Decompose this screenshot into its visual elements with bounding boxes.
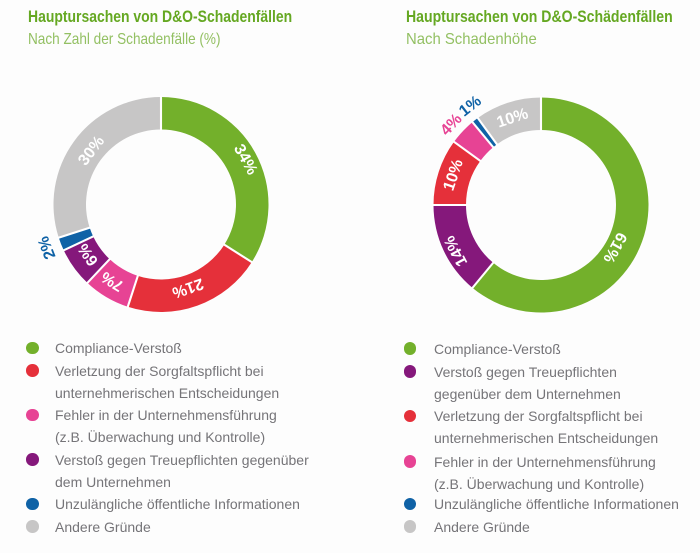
svg-text:2%: 2% xyxy=(35,234,59,262)
